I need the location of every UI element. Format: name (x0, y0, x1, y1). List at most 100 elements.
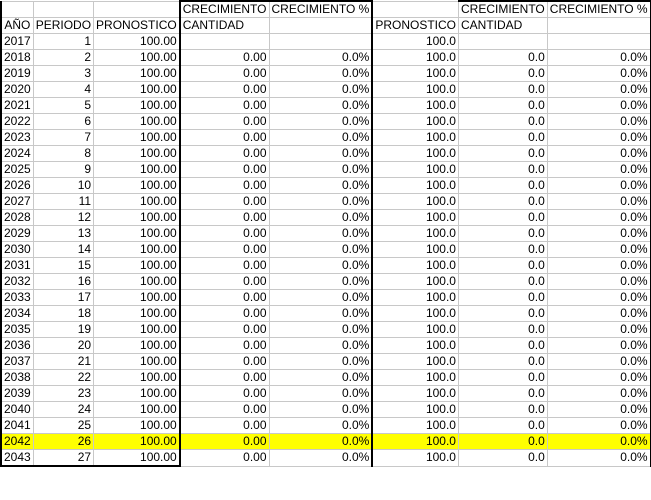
cell-period[interactable]: 18 (32, 305, 95, 322)
cell-growth-pct-2[interactable]: 0.0% (546, 385, 651, 402)
cell-growth-pct-1[interactable]: 0.0% (268, 321, 374, 338)
cell-growth-qty-2[interactable]: 0.0 (457, 401, 548, 418)
cell-forecast-2[interactable]: 100.0 (371, 161, 459, 178)
cell-period[interactable]: 22 (32, 369, 95, 386)
header-cell-growth-qty-1[interactable]: CANTIDAD (179, 17, 270, 34)
cell-growth-pct-1[interactable]: 0.0% (268, 129, 374, 146)
cell-forecast-2[interactable]: 100.0 (371, 65, 459, 82)
cell-growth-qty-1[interactable]: 0.00 (179, 449, 270, 467)
cell-growth-qty-1[interactable]: 0.00 (179, 321, 270, 338)
cell-year[interactable]: 2035 (0, 321, 34, 338)
cell-year[interactable]: 2033 (0, 289, 34, 306)
cell-forecast-2[interactable]: 100.0 (371, 449, 459, 467)
cell-year[interactable]: 2040 (0, 401, 34, 418)
cell-forecast-1[interactable]: 100.00 (93, 161, 181, 178)
cell-growth-qty-2[interactable]: 0.0 (457, 81, 548, 98)
cell-growth-pct-2[interactable]: 0.0% (546, 145, 651, 162)
cell-year[interactable]: 2024 (0, 145, 34, 162)
header-cell-growth-qty-1[interactable]: CRECIMIENTO (179, 0, 270, 18)
cell-year[interactable]: 2020 (0, 81, 34, 98)
cell-growth-pct-2[interactable]: 0.0% (546, 65, 651, 82)
cell-year[interactable]: 2037 (0, 353, 34, 370)
cell-growth-pct-1[interactable]: 0.0% (268, 209, 374, 226)
cell-growth-qty-1[interactable]: 0.00 (179, 369, 270, 386)
cell-year[interactable]: 2019 (0, 65, 34, 82)
cell-growth-pct-1[interactable]: 0.0% (268, 257, 374, 274)
cell-growth-qty-1[interactable]: 0.00 (179, 257, 270, 274)
cell-growth-qty-2[interactable]: 0.0 (457, 113, 548, 130)
cell-growth-pct-2[interactable]: 0.0% (546, 97, 651, 114)
cell-period[interactable]: 20 (32, 337, 95, 354)
cell-growth-qty-1[interactable]: 0.00 (179, 65, 270, 82)
cell-period[interactable]: 25 (32, 417, 95, 434)
header-cell-growth-pct-1[interactable]: CRECIMIENTO % (268, 0, 374, 18)
cell-forecast-1[interactable]: 100.00 (93, 113, 181, 130)
cell-growth-qty-2[interactable]: 0.0 (457, 161, 548, 178)
cell-period[interactable]: 23 (32, 385, 95, 402)
cell-growth-pct-2[interactable]: 0.0% (546, 353, 651, 370)
cell-growth-pct-2[interactable]: 0.0% (546, 321, 651, 338)
cell-forecast-2[interactable]: 100.0 (371, 209, 459, 226)
cell-forecast-1[interactable]: 100.00 (93, 273, 181, 290)
header-cell-forecast-2[interactable]: PRONOSTICO (371, 17, 459, 34)
cell-forecast-1[interactable]: 100.00 (93, 145, 181, 162)
cell-growth-qty-1[interactable]: 0.00 (179, 353, 270, 370)
cell-period[interactable]: 1 (32, 33, 95, 50)
cell-growth-qty-1[interactable]: 0.00 (179, 289, 270, 306)
cell-growth-pct-1[interactable]: 0.0% (268, 289, 374, 306)
cell-period[interactable]: 21 (32, 353, 95, 370)
cell-period[interactable]: 19 (32, 321, 95, 338)
cell-growth-qty-2[interactable]: 0.0 (457, 433, 548, 450)
cell-year[interactable]: 2031 (0, 257, 34, 274)
cell-growth-pct-2[interactable]: 0.0% (546, 113, 651, 130)
cell-year[interactable]: 2027 (0, 193, 34, 210)
cell-forecast-2[interactable]: 100.0 (371, 49, 459, 66)
cell-period[interactable]: 4 (32, 81, 95, 98)
cell-growth-pct-1[interactable]: 0.0% (268, 369, 374, 386)
cell-year[interactable]: 2039 (0, 385, 34, 402)
cell-growth-qty-2[interactable]: 0.0 (457, 353, 548, 370)
cell-growth-pct-2[interactable] (546, 33, 651, 50)
cell-growth-qty-1[interactable]: 0.00 (179, 129, 270, 146)
cell-growth-qty-2[interactable]: 0.0 (457, 225, 548, 242)
cell-forecast-2[interactable]: 100.0 (371, 369, 459, 386)
cell-growth-qty-2[interactable]: 0.0 (457, 305, 548, 322)
cell-forecast-1[interactable]: 100.00 (93, 305, 181, 322)
cell-forecast-1[interactable]: 100.00 (93, 193, 181, 210)
cell-period[interactable]: 9 (32, 161, 95, 178)
cell-growth-qty-2[interactable]: 0.0 (457, 145, 548, 162)
cell-growth-qty-2[interactable]: 0.0 (457, 177, 548, 194)
cell-growth-qty-2[interactable]: 0.0 (457, 193, 548, 210)
cell-growth-pct-1[interactable]: 0.0% (268, 353, 374, 370)
cell-growth-qty-2[interactable]: 0.0 (457, 417, 548, 434)
cell-growth-qty-1[interactable]: 0.00 (179, 49, 270, 66)
cell-forecast-1[interactable]: 100.00 (93, 33, 181, 50)
header-cell-growth-pct-2[interactable] (546, 17, 651, 34)
cell-growth-pct-1[interactable]: 0.0% (268, 161, 374, 178)
cell-forecast-2[interactable]: 100.0 (371, 241, 459, 258)
cell-year[interactable]: 2022 (0, 113, 34, 130)
cell-growth-pct-2[interactable]: 0.0% (546, 177, 651, 194)
cell-growth-qty-1[interactable]: 0.00 (179, 273, 270, 290)
cell-forecast-2[interactable]: 100.0 (371, 305, 459, 322)
cell-growth-pct-1[interactable] (268, 33, 374, 50)
cell-forecast-1[interactable]: 100.00 (93, 241, 181, 258)
cell-growth-pct-1[interactable]: 0.0% (268, 49, 374, 66)
cell-growth-pct-1[interactable]: 0.0% (268, 193, 374, 210)
cell-forecast-2[interactable]: 100.0 (371, 113, 459, 130)
cell-period[interactable]: 7 (32, 129, 95, 146)
cell-year[interactable]: 2017 (0, 33, 34, 50)
cell-growth-qty-2[interactable]: 0.0 (457, 321, 548, 338)
cell-forecast-2[interactable]: 100.0 (371, 417, 459, 434)
cell-period[interactable]: 10 (32, 177, 95, 194)
header-cell-forecast-1[interactable] (93, 0, 181, 18)
cell-forecast-2[interactable]: 100.0 (371, 97, 459, 114)
cell-growth-qty-2[interactable]: 0.0 (457, 209, 548, 226)
cell-growth-qty-1[interactable]: 0.00 (179, 241, 270, 258)
cell-period[interactable]: 15 (32, 257, 95, 274)
cell-growth-qty-2[interactable]: 0.0 (457, 449, 548, 467)
header-cell-forecast-2[interactable] (371, 0, 459, 18)
cell-year[interactable]: 2043 (0, 449, 34, 467)
cell-forecast-1[interactable]: 100.00 (93, 209, 181, 226)
cell-growth-pct-1[interactable]: 0.0% (268, 385, 374, 402)
